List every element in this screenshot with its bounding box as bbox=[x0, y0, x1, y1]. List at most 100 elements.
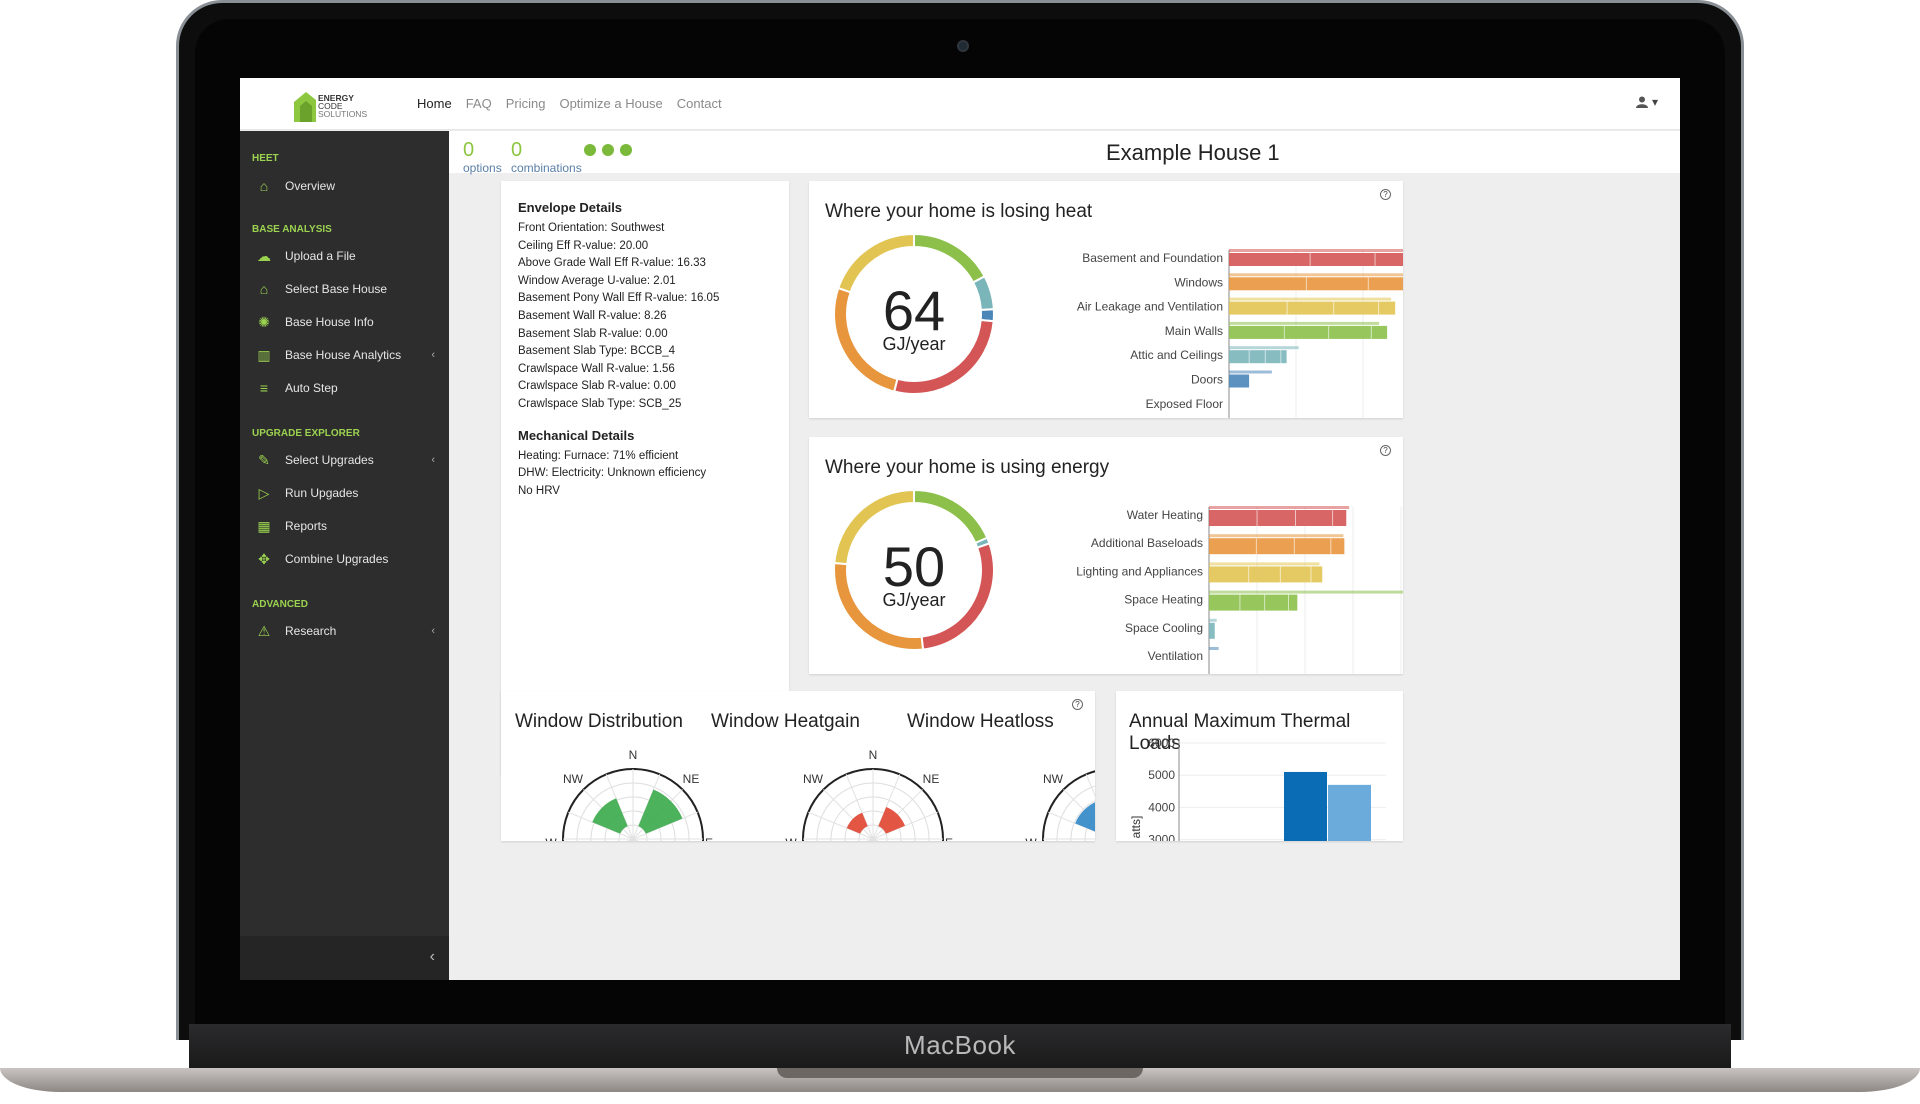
combinations-label: combinations bbox=[511, 161, 582, 175]
envelope-line: Basement Slab Type: BCCB_4 bbox=[518, 345, 676, 358]
reference-bar bbox=[1229, 321, 1380, 325]
y-tick-label: 4000 bbox=[1148, 800, 1175, 814]
options-label: options bbox=[463, 161, 502, 175]
help-icon[interactable]: ? bbox=[1380, 189, 1391, 200]
thermal-loads-chart: 3000 4000 5000 6000 atts] bbox=[1129, 736, 1386, 841]
nav-home[interactable]: Home bbox=[417, 96, 452, 111]
home-icon: ⌂ bbox=[259, 281, 269, 297]
donut-slice bbox=[971, 274, 995, 312]
reference-bar bbox=[1209, 647, 1219, 650]
polar-wedge bbox=[1075, 802, 1095, 832]
brand-logo[interactable]: ENERGY CODE SOLUTIONS bbox=[292, 90, 382, 124]
dot-1 bbox=[584, 144, 596, 156]
nav-contact[interactable]: Contact bbox=[676, 96, 722, 111]
reference-bar bbox=[1229, 273, 1403, 277]
dot-3 bbox=[620, 144, 632, 156]
sidebar-item-select-base-house[interactable]: ⌂ Select Base House bbox=[240, 273, 449, 305]
sidebar-item-auto-step[interactable]: ≡ Auto Step bbox=[240, 372, 449, 404]
window-heatgain-title: Window Heatgain bbox=[711, 711, 860, 732]
sidebar-item-upload-a-file[interactable]: ☁ Upload a File bbox=[240, 240, 449, 272]
bar-chart-icon: ▥ bbox=[257, 346, 271, 363]
user-icon bbox=[1635, 96, 1648, 108]
sidebar-item-base-house-info[interactable]: ✺ Base House Info bbox=[240, 306, 449, 338]
heat-loss-title: Where your home is losing heat bbox=[825, 201, 1093, 222]
nav-pricing[interactable]: Pricing bbox=[505, 96, 546, 111]
combinations-stat: 0 combinations bbox=[511, 139, 582, 175]
sidebar-section-title: BASE ANALYSIS bbox=[252, 224, 332, 235]
reference-bar bbox=[1209, 562, 1320, 566]
bar bbox=[1284, 771, 1327, 841]
category-label: Air Leakage and Ventilation bbox=[1077, 300, 1223, 314]
donut-unit-label: GJ/year bbox=[882, 334, 945, 354]
sidebar-collapse-button[interactable]: ‹ bbox=[429, 948, 435, 965]
envelope-line: Crawlspace Slab Type: SCB_25 bbox=[518, 397, 682, 410]
donut-total-value: 50 bbox=[883, 535, 945, 598]
bar bbox=[1209, 510, 1347, 526]
laptop-base-notch bbox=[777, 1068, 1143, 1078]
compass-label: NE bbox=[683, 772, 700, 786]
donut-slice bbox=[833, 488, 915, 566]
compass-label: NW bbox=[803, 772, 824, 786]
window-polar-charts: NNENWEWNNENWEWNNENWEW bbox=[545, 748, 1095, 841]
user-menu[interactable]: ▾ bbox=[1635, 95, 1658, 109]
sidebar-item-overview[interactable]: ⌂ Overview bbox=[240, 170, 449, 202]
compass-label: N bbox=[869, 748, 878, 762]
sidebar-footer: ‹ bbox=[240, 936, 449, 980]
gear-icon: ✺ bbox=[258, 313, 270, 330]
mechanical-heading: Mechanical Details bbox=[518, 427, 635, 443]
energy-use-card: Where your home is using energy ? 50 GJ/y… bbox=[809, 437, 1403, 674]
mechanical-line: DHW: Electricity: Unknown efficiency bbox=[518, 467, 707, 480]
compass-label: W bbox=[1025, 836, 1037, 841]
envelope-line: Front Orientation: Southwest bbox=[518, 222, 665, 234]
sidebar-item-base-house-analytics[interactable]: ▥ Base House Analytics ‹ bbox=[240, 339, 449, 371]
donut-total-value: 64 bbox=[883, 279, 945, 342]
options-stat: 0 options bbox=[463, 139, 502, 175]
envelope-line: Above Grade Wall Eff R-value: 16.33 bbox=[518, 257, 706, 270]
envelope-heading: Envelope Details bbox=[518, 200, 623, 215]
laptop-chin bbox=[189, 1024, 1731, 1068]
nav-faq[interactable]: FAQ bbox=[465, 96, 492, 111]
mechanical-line: Heating: Furnace: 71% efficient bbox=[518, 449, 679, 462]
bar bbox=[1229, 350, 1287, 364]
help-icon[interactable]: ? bbox=[1380, 445, 1391, 456]
warning-icon: ⚠ bbox=[257, 622, 271, 639]
sidebar-item-run-upgades[interactable]: ▷ Run Upgades bbox=[240, 477, 449, 509]
compass-label: NW bbox=[563, 772, 584, 786]
category-label: Windows bbox=[1174, 275, 1223, 289]
bar bbox=[1229, 325, 1388, 339]
compass-label: W bbox=[545, 836, 557, 841]
category-label: Exposed Floor bbox=[1146, 397, 1223, 411]
sidebar-item-reports[interactable]: ▦ Reports bbox=[240, 510, 449, 542]
compass-label: E bbox=[945, 836, 953, 841]
polar-spoke bbox=[845, 774, 874, 840]
polar-spoke bbox=[872, 774, 901, 840]
sidebar-item-label: Combine Upgrades bbox=[285, 552, 389, 566]
window-distribution-title: Window Distribution bbox=[515, 711, 683, 732]
tags-icon: ✎ bbox=[258, 451, 270, 468]
sidebar-item-research[interactable]: ⚠ Research ‹ bbox=[240, 615, 449, 647]
sidebar-section-title: ADVANCED bbox=[252, 599, 308, 610]
reference-bar bbox=[1229, 297, 1392, 301]
category-label: Main Walls bbox=[1165, 324, 1223, 338]
category-label: Ventilation bbox=[1148, 649, 1203, 663]
sidebar-item-combine-upgrades[interactable]: ✥ Combine Upgrades bbox=[240, 543, 449, 575]
bar bbox=[1209, 538, 1345, 555]
category-label: Doors bbox=[1191, 373, 1223, 387]
heat-loss-card: Where your home is losing heat ? 64 GJ/ye… bbox=[809, 181, 1403, 418]
reference-bar bbox=[1229, 346, 1299, 350]
polar-spoke bbox=[823, 789, 874, 840]
reference-bar bbox=[1209, 506, 1350, 509]
sidebar-item-select-upgrades[interactable]: ✎ Select Upgrades ‹ bbox=[240, 444, 449, 476]
chevron-left-icon: ‹ bbox=[431, 625, 435, 637]
compass-label: W bbox=[785, 836, 797, 841]
thermal-loads-card: Annual Maximum Thermal Loads 3000 4000 500… bbox=[1116, 691, 1403, 841]
donut-unit-label: GJ/year bbox=[882, 590, 945, 610]
main-content: 0 options 0 combinations Example House 1… bbox=[449, 131, 1680, 980]
help-icon[interactable]: ? bbox=[1072, 699, 1083, 710]
sidebar: ‹ HEET ⌂ Overview BASE ANALYSIS ☁ Upload a Fi… bbox=[240, 131, 449, 980]
sidebar-item-label: Run Upgades bbox=[285, 486, 359, 500]
bar bbox=[1229, 374, 1250, 388]
nav-optimize-a-house[interactable]: Optimize a House bbox=[559, 96, 663, 111]
envelope-line: Window Average U-value: 2.01 bbox=[518, 274, 676, 287]
